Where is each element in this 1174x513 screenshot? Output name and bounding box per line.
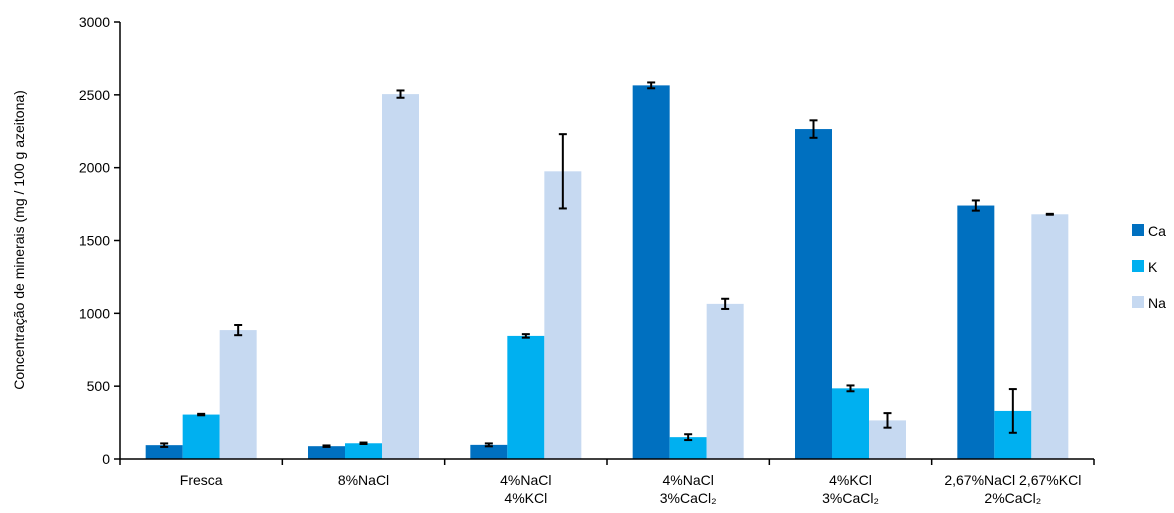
bar-ca-4 (632, 85, 670, 460)
y-tick-label-2500: 2500 (79, 87, 110, 103)
error-bar-ca-6 (971, 199, 980, 212)
error-bar-k-1 (197, 412, 206, 417)
bar-ca-3 (470, 444, 508, 459)
y-tick-label-1000: 1000 (79, 305, 110, 321)
category-label-3: 4%NaCl 4%KCl (500, 472, 551, 506)
error-bar-k-4 (684, 433, 693, 442)
bar-ca-2 (308, 446, 345, 459)
category-label-4: 4%NaCl 3%CaCl₂ (660, 472, 717, 506)
error-bar-k-6 (1008, 388, 1017, 434)
bar-na-6 (1031, 214, 1069, 459)
legend-swatch-ca (1132, 224, 1144, 236)
error-bar-na-1 (234, 323, 243, 337)
error-bar-na-5 (883, 412, 892, 429)
error-bar-na-2 (396, 89, 405, 99)
bar-na-4 (706, 303, 744, 459)
legend-item-k: K (1132, 259, 1158, 275)
error-bar-na-6 (1045, 212, 1054, 216)
bar-k-1 (182, 414, 220, 459)
y-tick-label-2000: 2000 (79, 160, 110, 176)
error-bar-ca-2 (322, 444, 331, 448)
y-tick-label-500: 500 (87, 378, 111, 394)
category-label-1: Fresca (180, 472, 223, 488)
legend-label-ca: Ca (1148, 223, 1166, 239)
y-tick-label-3000: 3000 (79, 14, 110, 30)
error-bar-ca-4 (647, 81, 656, 90)
bar-k-2 (345, 443, 382, 459)
error-bar-na-4 (721, 297, 730, 310)
legend: Ca K Na (1132, 223, 1166, 311)
y-tick-label-1500: 1500 (79, 233, 110, 249)
error-bar-k-5 (846, 384, 855, 393)
bar-na-3 (544, 171, 582, 459)
bar-k-5 (832, 388, 869, 459)
y-axis-title: Concentração de minerais (mg / 100 g aze… (11, 90, 27, 390)
legend-item-ca: Ca (1132, 223, 1166, 239)
error-bar-k-3 (521, 333, 530, 339)
y-tick-labels: 0 500 1000 1500 2000 2500 3000 (79, 14, 110, 467)
legend-item-na: Na (1132, 295, 1166, 311)
x-category-labels: Fresca 8%NaCl 4%NaCl 4%KCl 4%NaCl 3%CaCl₂ 4%KC… (180, 472, 1082, 506)
bar-ca-6 (957, 205, 995, 459)
bar-k-3 (507, 335, 545, 459)
error-bar-ca-5 (809, 119, 818, 139)
error-bar-ca-3 (484, 442, 493, 448)
bar-ca-1 (145, 445, 183, 459)
legend-swatch-na (1132, 296, 1144, 308)
axes-layer (114, 21, 1095, 465)
bar-na-1 (219, 330, 257, 459)
category-label-6: 2,67%NaCl 2,67%KCl 2%CaCl₂ (944, 472, 1081, 506)
legend-label-na: Na (1148, 295, 1166, 311)
bars-layer (145, 85, 1069, 460)
legend-label-k: K (1148, 259, 1158, 275)
category-label-5: 4%KCl 3%CaCl₂ (822, 472, 879, 506)
error-bars-layer (160, 81, 1054, 448)
legend-swatch-k (1132, 260, 1144, 272)
error-bar-na-3 (558, 133, 567, 210)
error-bar-k-2 (359, 441, 368, 445)
bar-ca-5 (795, 129, 832, 459)
bar-k-4 (669, 437, 707, 459)
error-bar-ca-1 (160, 442, 169, 448)
category-label-2: 8%NaCl (338, 472, 389, 488)
y-tick-label-0: 0 (102, 451, 110, 467)
bar-na-2 (382, 94, 419, 460)
